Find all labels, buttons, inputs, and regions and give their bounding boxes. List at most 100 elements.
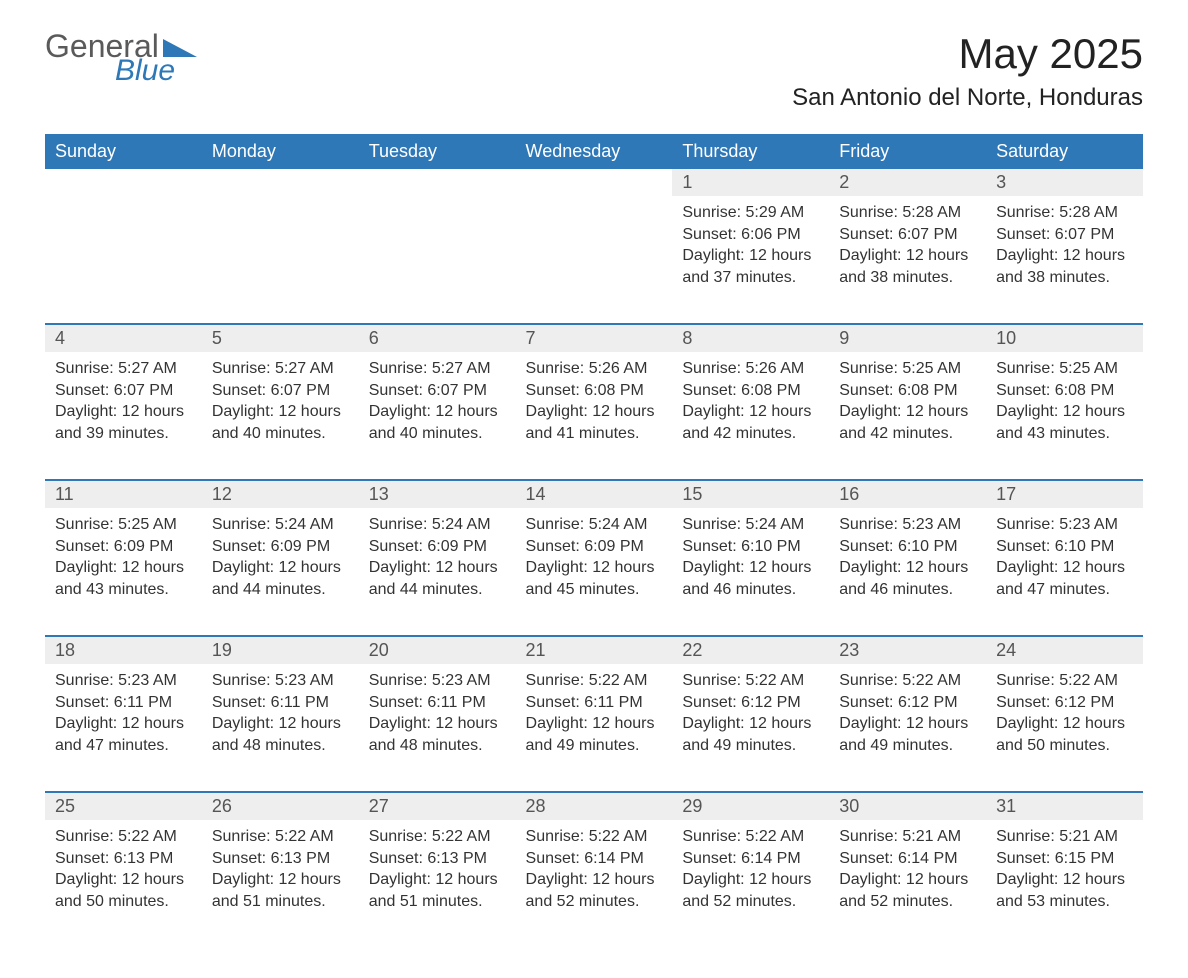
day-number: 26: [202, 793, 359, 820]
daylight-line: Daylight: 12 hours and 40 minutes.: [369, 401, 506, 444]
day-number: 23: [829, 637, 986, 664]
sunrise-value: 5:27 AM: [118, 360, 177, 377]
calendar-cell: Sunrise: 5:25 AMSunset: 6:08 PMDaylight:…: [986, 352, 1143, 480]
sunset-value: 6:14 PM: [741, 850, 801, 867]
sunrise-value: 5:22 AM: [589, 672, 648, 689]
calendar-cell: Sunrise: 5:22 AMSunset: 6:14 PMDaylight:…: [516, 820, 673, 948]
sunset-line: Sunset: 6:13 PM: [212, 848, 349, 870]
daylight-label: Daylight:: [369, 403, 431, 420]
sunrise-label: Sunrise:: [839, 360, 898, 377]
sunrise-label: Sunrise:: [369, 828, 428, 845]
sunrise-label: Sunrise:: [526, 360, 585, 377]
calendar-cell: Sunrise: 5:25 AMSunset: 6:08 PMDaylight:…: [829, 352, 986, 480]
sunrise-value: 5:22 AM: [275, 828, 334, 845]
sunrise-label: Sunrise:: [369, 516, 428, 533]
sunset-line: Sunset: 6:11 PM: [212, 692, 349, 714]
daylight-line: Daylight: 12 hours and 51 minutes.: [212, 869, 349, 912]
sunset-value: 6:09 PM: [271, 538, 331, 555]
sunrise-value: 5:24 AM: [275, 516, 334, 533]
day-content: Sunrise: 5:23 AMSunset: 6:11 PMDaylight:…: [45, 664, 202, 774]
daylight-label: Daylight:: [212, 559, 274, 576]
sunset-label: Sunset:: [839, 538, 893, 555]
sunset-label: Sunset:: [369, 694, 423, 711]
day-number: 31: [986, 793, 1143, 820]
sunset-line: Sunset: 6:07 PM: [55, 380, 192, 402]
sunset-value: 6:12 PM: [741, 694, 801, 711]
sunrise-label: Sunrise:: [212, 360, 271, 377]
sunset-line: Sunset: 6:13 PM: [55, 848, 192, 870]
day-number: 2: [829, 169, 986, 196]
day-number: 20: [359, 637, 516, 664]
sunset-label: Sunset:: [369, 382, 423, 399]
sunset-value: 6:12 PM: [1055, 694, 1115, 711]
sunset-value: 6:09 PM: [584, 538, 644, 555]
daylight-line: Daylight: 12 hours and 43 minutes.: [996, 401, 1133, 444]
sunrise-value: 5:24 AM: [589, 516, 648, 533]
sunrise-line: Sunrise: 5:23 AM: [996, 514, 1133, 536]
sunrise-value: 5:22 AM: [432, 828, 491, 845]
sunrise-value: 5:26 AM: [746, 360, 805, 377]
sunset-line: Sunset: 6:11 PM: [369, 692, 506, 714]
sunrise-label: Sunrise:: [369, 672, 428, 689]
sunset-label: Sunset:: [55, 538, 109, 555]
sunrise-label: Sunrise:: [839, 828, 898, 845]
sunset-label: Sunset:: [526, 538, 580, 555]
daylight-label: Daylight:: [996, 871, 1058, 888]
sunset-label: Sunset:: [996, 538, 1050, 555]
day-number: 12: [202, 481, 359, 508]
day-number: 13: [359, 481, 516, 508]
daylight-line: Daylight: 12 hours and 44 minutes.: [212, 557, 349, 600]
calendar-cell: Sunrise: 5:27 AMSunset: 6:07 PMDaylight:…: [202, 352, 359, 480]
sunrise-label: Sunrise:: [996, 204, 1055, 221]
day-number: 18: [45, 637, 202, 664]
day-content-row: Sunrise: 5:27 AM Sunset: 6:07 PM Daylight:…: [45, 352, 1143, 480]
sunrise-label: Sunrise:: [526, 516, 585, 533]
sunrise-line: Sunrise: 5:25 AM: [55, 514, 192, 536]
sunrise-line: Sunrise: 5:22 AM: [526, 826, 663, 848]
day-number: 22: [672, 637, 829, 664]
sunrise-line: Sunrise: 5:21 AM: [996, 826, 1133, 848]
day-content: Sunrise: 5:21 AMSunset: 6:15 PMDaylight:…: [986, 820, 1143, 930]
sunset-label: Sunset:: [369, 538, 423, 555]
sunrise-label: Sunrise:: [996, 516, 1055, 533]
day-number: 7: [516, 325, 673, 352]
sunrise-label: Sunrise:: [55, 360, 114, 377]
day-content: Sunrise: 5:26 AMSunset: 6:08 PMDaylight:…: [672, 352, 829, 462]
sunrise-label: Sunrise:: [996, 360, 1055, 377]
day-number-row: 11121314151617: [45, 480, 1143, 508]
sunset-label: Sunset:: [839, 226, 893, 243]
sunset-value: 6:11 PM: [271, 694, 329, 711]
day-number: 4: [45, 325, 202, 352]
day-content: Sunrise: 5:22 AMSunset: 6:12 PMDaylight:…: [672, 664, 829, 774]
sunrise-label: Sunrise:: [369, 360, 428, 377]
daylight-label: Daylight:: [55, 871, 117, 888]
daylight-label: Daylight:: [526, 403, 588, 420]
day-content-row: Sunrise: 5:23 AMSunset: 6:11 PMDaylight:…: [45, 664, 1143, 792]
sunrise-line: Sunrise: 5:22 AM: [55, 826, 192, 848]
day-content: Sunrise: 5:23 AMSunset: 6:10 PMDaylight:…: [986, 508, 1143, 618]
day-content: Sunrise: 5:21 AMSunset: 6:14 PMDaylight:…: [829, 820, 986, 930]
sunset-label: Sunset:: [55, 382, 109, 399]
day-number: 9: [829, 325, 986, 352]
sunset-label: Sunset:: [55, 694, 109, 711]
sunset-label: Sunset:: [682, 226, 736, 243]
sunset-value: 6:08 PM: [898, 382, 958, 399]
sunset-label: Sunset:: [996, 382, 1050, 399]
sunrise-line: Sunrise: 5:24 AM: [526, 514, 663, 536]
sunrise-line: Sunrise: 5:24 AM: [682, 514, 819, 536]
sunrise-line: Sunrise: 5:29 AM: [682, 202, 819, 224]
calendar-cell: Sunrise: 5:24 AMSunset: 6:09 PMDaylight:…: [202, 508, 359, 636]
day-content: Sunrise: 5:25 AMSunset: 6:08 PMDaylight:…: [986, 352, 1143, 462]
sunrise-label: Sunrise:: [55, 672, 114, 689]
sunset-value: 6:14 PM: [898, 850, 958, 867]
daylight-line: Daylight: 12 hours and 49 minutes.: [682, 713, 819, 756]
sunset-line: Sunset: 6:09 PM: [55, 536, 192, 558]
sunset-line: Sunset: 6:15 PM: [996, 848, 1133, 870]
day-content: Sunrise: 5:22 AMSunset: 6:14 PMDaylight:…: [672, 820, 829, 930]
sunset-label: Sunset:: [212, 850, 266, 867]
daylight-label: Daylight:: [369, 871, 431, 888]
calendar-cell: Sunrise: 5:29 AMSunset: 6:06 PMDaylight:…: [672, 196, 829, 324]
daylight-line: Daylight: 12 hours and 50 minutes.: [996, 713, 1133, 756]
sunset-label: Sunset:: [526, 694, 580, 711]
day-number: 10: [986, 325, 1143, 352]
